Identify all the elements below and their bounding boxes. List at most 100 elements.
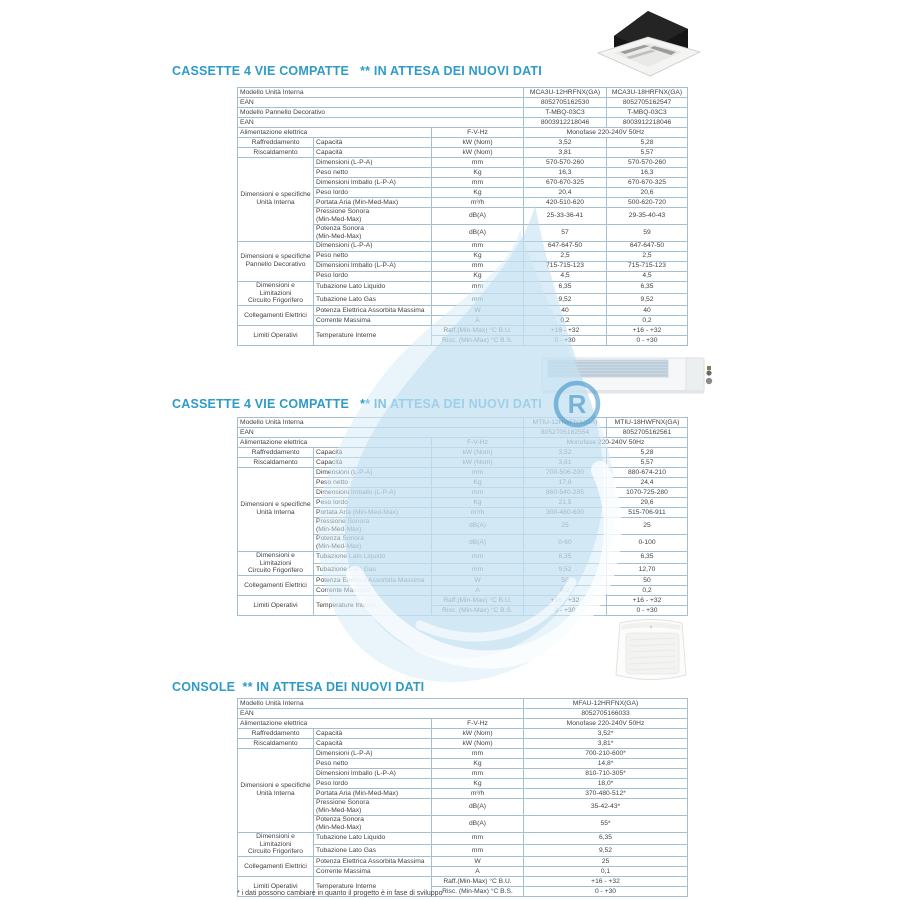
table-cell: Risc. (Min-Max) °C B.S. xyxy=(431,605,524,617)
console-unit-illustration xyxy=(615,619,687,680)
table-cell: Monofase 220-240V 50Hz xyxy=(523,437,688,448)
table-cell: Peso netto xyxy=(313,758,432,769)
table-cell: 2,5 xyxy=(523,250,607,262)
table-cell: Modello Unità Interna xyxy=(237,417,524,428)
table-cell: 647-647-50 xyxy=(606,240,688,252)
table-cell: 1070-725-280 xyxy=(606,487,688,498)
table-cell: Dimensioni Imballo (L-P-A) xyxy=(313,260,432,272)
table-row: Modello Unità Interna MFAU-12HRFNX(GA) xyxy=(237,698,688,709)
table-cell: 24,4 xyxy=(606,477,688,488)
table-cell: 5,28 xyxy=(606,447,688,458)
table-cell: 0,1 xyxy=(523,866,688,878)
table-row: Tubazione Lato Gas mm 9,52 xyxy=(238,843,688,858)
table-cell: MTIU-18HWFNX(GA) xyxy=(606,417,688,428)
table-row: Modello Pannello Decorativo T-MBQ-03C3 T-M… xyxy=(237,107,688,118)
table-cell: F-V-Hz xyxy=(431,718,524,729)
table-cell: 8052705166033 xyxy=(523,708,688,719)
table-cell: Modello Unità Interna xyxy=(237,698,524,709)
table-cell: Portata Aria (Min-Med-Max) xyxy=(313,197,432,208)
table-cell: Dimensioni e Limitazioni Circuito Frigor… xyxy=(237,550,314,577)
table-cell: 570-570-260 xyxy=(606,157,688,168)
table-cell: mm xyxy=(431,292,524,307)
console-unit-image xyxy=(606,614,696,686)
table-cell: 25 xyxy=(523,856,688,868)
table-cell: Dimensioni (L-P-A) xyxy=(313,157,432,168)
table-cell: mm xyxy=(431,260,524,272)
table-cell: kW (Nom) xyxy=(431,738,524,749)
table-cell: Alimentazione elettrica xyxy=(237,127,432,138)
table-cell: Dimensioni e Limitazioni Circuito Frigor… xyxy=(237,831,314,858)
table-cell: Alimentazione elettrica xyxy=(237,437,432,448)
table-cell: A xyxy=(431,315,524,327)
table-cell: 700-506-200 xyxy=(523,467,607,478)
table-row: Risc. (Min-Max) °C B.S. 0 - +30 xyxy=(238,886,688,898)
table-cell: Dimensioni e specifiche Unità Interna xyxy=(237,467,314,552)
table-cell: Kg xyxy=(431,187,524,198)
table-cell: mm xyxy=(431,831,524,845)
table-cell: 670-670-325 xyxy=(523,177,607,188)
table-cell: 8003912218046 xyxy=(606,117,688,128)
table-row: Dimensioni e Limitazioni Circuito Frigor… xyxy=(237,550,688,577)
table-cell: 9,52 xyxy=(523,843,688,858)
table-row: Dimensioni e specifiche Unità Interna Dim… xyxy=(237,467,688,552)
table-cell: 880-674-210 xyxy=(606,467,688,478)
table-cell: 3,81* xyxy=(523,738,688,749)
table-cell: 3,52* xyxy=(523,728,688,739)
cassette-2-spec-table: Modello Unità Interna MTIU-12HWFNX(GA) MTI… xyxy=(237,417,688,617)
table-row: Alimentazione elettrica F-V-Hz Monofase 22… xyxy=(237,718,688,729)
table-cell: 25-33-36-41 xyxy=(523,207,607,225)
table-cell: 0 - +30 xyxy=(523,605,607,617)
table-row: Collegamenti Elettrici Potenza Elettrica … xyxy=(237,575,688,597)
table-cell: mm xyxy=(431,562,524,577)
table-cell: Portata Aria (Min-Med-Max) xyxy=(313,507,432,518)
table-cell: Pressione Sonora (Min-Med-Max) xyxy=(313,207,432,225)
table-cell: MCA3U-12HRFNX(GA) xyxy=(523,87,607,98)
table-cell: Potenza Elettrica Assorbita Massima xyxy=(313,575,432,587)
table-cell: dB(A) xyxy=(431,223,524,242)
table-row: Modello Unità Interna MTIU-12HWFNX(GA) MTI… xyxy=(237,417,688,428)
table-cell: Riscaldamento xyxy=(237,738,314,749)
table-cell: T-MBQ-03C3 xyxy=(523,107,607,118)
table-cell: 670-670-325 xyxy=(606,177,688,188)
table-cell: +16 - +32 xyxy=(523,876,688,888)
table-row: Dimensioni e specifiche Pannello Decorat… xyxy=(237,240,688,282)
table-cell: 50 xyxy=(606,575,688,587)
table-cell: 16,3 xyxy=(606,167,688,178)
table-cell: 515-706-911 xyxy=(606,507,688,518)
table-cell: 500-620-720 xyxy=(606,197,688,208)
table-cell: Kg xyxy=(431,497,524,508)
table-cell: EAN xyxy=(237,427,524,438)
table-row: Limiti Operativi Temperature Interne Raff.… xyxy=(237,595,688,617)
table-cell: 6,35 xyxy=(523,831,688,845)
table-cell: mm xyxy=(431,177,524,188)
table-cell: 55* xyxy=(523,814,688,833)
table-cell: 0-60 xyxy=(523,533,607,552)
table-cell: Raff.(Min-Max) °C B.U. xyxy=(431,876,524,888)
table-cell: 715-715-123 xyxy=(523,260,607,272)
table-cell: MTIU-12HWFNX(GA) xyxy=(523,417,607,428)
table-cell: 57 xyxy=(523,223,607,242)
table-cell: EAN xyxy=(237,708,524,719)
table-cell: Raffreddamento xyxy=(237,137,314,148)
table-cell: Dimensioni (L-P-A) xyxy=(313,748,432,759)
ceiling-cassette-unit-image xyxy=(596,6,702,80)
table-cell: Potenza Sonora (Min-Med-Max) xyxy=(313,223,432,242)
table-cell: Tubazione Lato Liquido xyxy=(313,550,432,564)
table-cell: mm xyxy=(431,157,524,168)
table-cell: Pressione Sonora (Min-Med-Max) xyxy=(313,517,432,535)
table-cell: Raff.(Min-Max) °C B.U. xyxy=(431,595,524,607)
table-row: Dimensioni e Limitazioni Circuito Frigor… xyxy=(237,280,688,307)
table-cell: Limiti Operativi xyxy=(237,325,314,347)
table-cell: 40 xyxy=(606,305,688,317)
table-cell: F-V-Hz xyxy=(431,437,524,448)
table-cell: Riscaldamento xyxy=(237,457,314,468)
table-cell: Dimensioni e specifiche Unità Interna xyxy=(237,157,314,242)
table-cell: dB(A) xyxy=(431,814,524,833)
table-cell: Peso lordo xyxy=(313,270,432,282)
table-cell: Raff.(Min-Max) °C B.U. xyxy=(431,325,524,337)
table-cell: Alimentazione elettrica xyxy=(237,718,432,729)
cassette-1-spec-table: Modello Unità Interna MCA3U-12HRFNX(GA) MC… xyxy=(237,87,688,347)
table-cell: MCA3U-18HRFNX(GA) xyxy=(606,87,688,98)
table-cell: Corrente Massima xyxy=(313,866,432,878)
table-cell: Kg xyxy=(431,778,524,789)
